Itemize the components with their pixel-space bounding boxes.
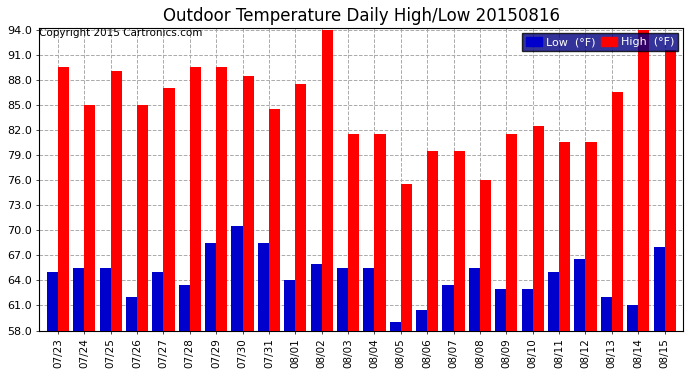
Bar [364, 268, 375, 330]
Title: Outdoor Temperature Daily High/Low 20150816: Outdoor Temperature Daily High/Low 20150… [163, 7, 560, 25]
Bar [243, 75, 254, 330]
Bar [480, 180, 491, 330]
Bar [99, 268, 110, 330]
Bar [548, 272, 559, 330]
Bar [322, 30, 333, 330]
Bar [179, 285, 190, 330]
Bar [258, 243, 269, 330]
Bar [126, 297, 137, 330]
Bar [585, 142, 597, 330]
Bar [152, 272, 164, 330]
Bar [469, 268, 480, 330]
Bar [269, 109, 280, 330]
Bar [638, 30, 649, 330]
Bar [348, 134, 359, 330]
Bar [164, 88, 175, 330]
Bar [506, 134, 518, 330]
Bar [522, 289, 533, 330]
Bar [574, 260, 585, 330]
Bar [216, 67, 227, 330]
Bar [295, 84, 306, 330]
Bar [664, 51, 676, 330]
Bar [453, 151, 464, 330]
Bar [533, 126, 544, 330]
Bar [627, 306, 638, 330]
Bar [416, 310, 427, 330]
Bar [375, 134, 386, 330]
Bar [84, 105, 95, 330]
Bar [205, 243, 216, 330]
Bar [601, 297, 612, 330]
Bar [284, 280, 295, 330]
Bar [442, 285, 453, 330]
Bar [401, 184, 412, 330]
Bar [495, 289, 506, 330]
Legend: Low  (°F), High  (°F): Low (°F), High (°F) [522, 33, 678, 51]
Bar [231, 226, 243, 330]
Bar [47, 272, 58, 330]
Bar [559, 142, 570, 330]
Bar [390, 322, 401, 330]
Bar [190, 67, 201, 330]
Bar [310, 264, 322, 330]
Bar [110, 71, 121, 330]
Bar [73, 268, 84, 330]
Text: Copyright 2015 Cartronics.com: Copyright 2015 Cartronics.com [39, 28, 203, 38]
Bar [427, 151, 438, 330]
Bar [337, 268, 348, 330]
Bar [58, 67, 69, 330]
Bar [653, 247, 664, 330]
Bar [612, 92, 623, 330]
Bar [137, 105, 148, 330]
